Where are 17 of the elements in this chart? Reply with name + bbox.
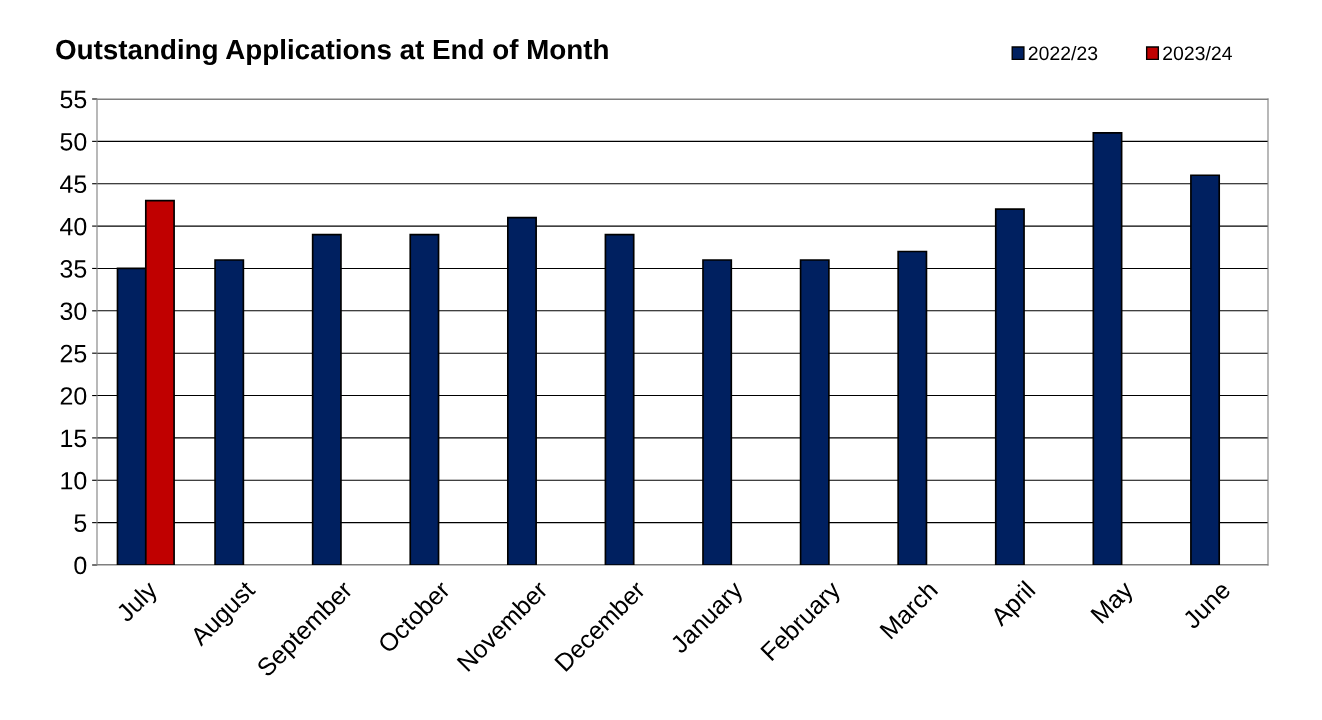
x-tick-label: May [1090,579,1139,628]
y-tick-label: 40 [60,217,87,236]
y-tick-label: 15 [61,429,87,448]
y-tick-label: 20 [60,387,87,405]
y-tick-label: 35 [60,260,87,278]
y-tick-label: 30 [60,302,87,321]
y-tick-label: 10 [61,471,87,490]
legend-label: 2022/23 [1028,45,1098,61]
legend-label: 2023/24 [1163,45,1232,61]
y-tick-label: 50 [60,132,87,151]
chart-title: Outstanding Applications at End of Month [56,38,608,66]
x-tick-label: July [114,578,163,627]
y-tick-label: 0 [74,556,87,575]
y-tick-label: 55 [60,90,87,109]
y-tick-label: 45 [60,175,87,194]
y-tick-label: 25 [60,344,87,363]
y-tick-label: 5 [74,514,87,532]
